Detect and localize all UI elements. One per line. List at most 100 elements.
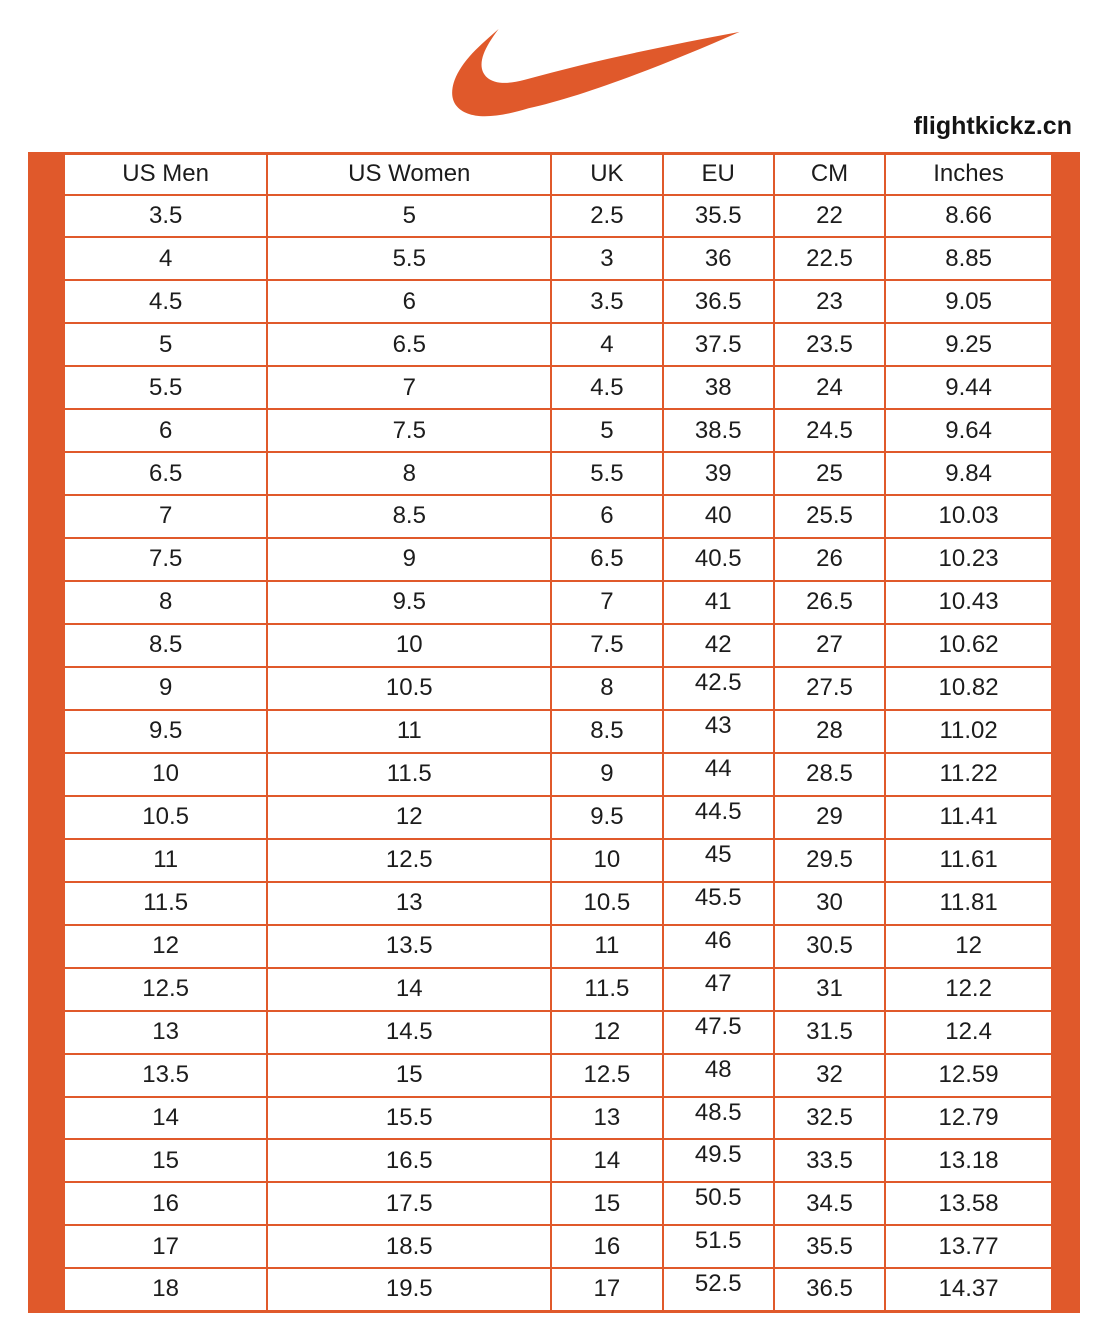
size-cell-us-women: 15.5 bbox=[266, 1095, 553, 1141]
size-cell-inches: 8.66 bbox=[884, 193, 1054, 239]
size-cell-uk: 9.5 bbox=[550, 794, 664, 840]
size-cell-uk: 17 bbox=[550, 1267, 664, 1313]
size-cell-eu: 42.5 bbox=[661, 665, 775, 711]
table-row: 4.5 6 3.5 36.5 23 9.05 bbox=[62, 279, 1054, 325]
size-cell-cm: 26.5 bbox=[772, 580, 887, 626]
size-cell-us-men: 11.5 bbox=[62, 880, 269, 926]
size-cell-cm: 24 bbox=[772, 365, 887, 411]
table-row: 6 7.5 5 38.5 24.5 9.64 bbox=[62, 408, 1054, 454]
size-cell-eu: 44.5 bbox=[661, 794, 775, 840]
size-cell-uk: 6 bbox=[550, 494, 664, 540]
table-row: 7.5 9 6.5 40.5 26 10.23 bbox=[62, 537, 1054, 583]
size-cell-cm: 31.5 bbox=[772, 1009, 887, 1055]
size-cell-eu: 36 bbox=[661, 236, 775, 282]
column-header-eu: EU bbox=[661, 152, 775, 196]
size-cell-cm: 32.5 bbox=[772, 1095, 887, 1141]
table-row: 9.5 11 8.5 43 28 11.02 bbox=[62, 708, 1054, 754]
size-cell-uk: 2.5 bbox=[550, 193, 664, 239]
size-cell-us-men: 13.5 bbox=[62, 1052, 269, 1098]
size-cell-inches: 13.58 bbox=[884, 1181, 1054, 1227]
left-accent-bar bbox=[28, 152, 62, 1313]
size-cell-us-men: 13 bbox=[62, 1009, 269, 1055]
size-cell-us-women: 8 bbox=[266, 451, 553, 497]
size-cell-inches: 9.84 bbox=[884, 451, 1054, 497]
size-cell-inches: 9.25 bbox=[884, 322, 1054, 368]
size-cell-cm: 30 bbox=[772, 880, 887, 926]
size-cell-inches: 9.44 bbox=[884, 365, 1054, 411]
size-cell-uk: 4.5 bbox=[550, 365, 664, 411]
size-cell-eu: 39 bbox=[661, 451, 775, 497]
column-header-uk: UK bbox=[550, 152, 664, 196]
table-row: 7 8.5 6 40 25.5 10.03 bbox=[62, 494, 1054, 540]
table-row: 6.5 8 5.5 39 25 9.84 bbox=[62, 451, 1054, 497]
size-cell-eu: 40.5 bbox=[661, 537, 775, 583]
size-cell-us-men: 6 bbox=[62, 408, 269, 454]
size-cell-us-men: 8.5 bbox=[62, 623, 269, 668]
size-cell-us-women: 16.5 bbox=[266, 1138, 553, 1184]
size-cell-inches: 13.18 bbox=[884, 1138, 1054, 1184]
size-cell-us-men: 7.5 bbox=[62, 537, 269, 583]
size-cell-inches: 11.61 bbox=[884, 837, 1054, 883]
table-row: 18 19.5 17 52.5 36.5 14.37 bbox=[62, 1267, 1054, 1313]
table-row: 10 11.5 9 44 28.5 11.22 bbox=[62, 751, 1054, 797]
size-cell-us-men: 5.5 bbox=[62, 365, 269, 411]
size-cell-eu: 44 bbox=[661, 751, 775, 797]
size-cell-eu: 43 bbox=[661, 708, 775, 754]
size-cell-us-women: 9.5 bbox=[266, 580, 553, 626]
table-row: 10.5 12 9.5 44.5 29 11.41 bbox=[62, 794, 1054, 840]
size-cell-cm: 25 bbox=[772, 451, 887, 497]
size-cell-uk: 14 bbox=[550, 1138, 664, 1184]
size-cell-us-men: 4.5 bbox=[62, 279, 269, 325]
size-cell-inches: 10.62 bbox=[884, 623, 1054, 668]
size-cell-cm: 29.5 bbox=[772, 837, 887, 883]
size-cell-cm: 35.5 bbox=[772, 1224, 887, 1270]
size-cell-us-women: 6.5 bbox=[266, 322, 553, 368]
table-row: 8.5 10 7.5 42 27 10.62 bbox=[62, 623, 1054, 668]
size-cell-inches: 11.41 bbox=[884, 794, 1054, 840]
size-cell-cm: 28.5 bbox=[772, 751, 887, 797]
table-row: 11.5 13 10.5 45.5 30 11.81 bbox=[62, 880, 1054, 926]
size-cell-inches: 9.05 bbox=[884, 279, 1054, 325]
size-cell-inches: 11.81 bbox=[884, 880, 1054, 926]
size-cell-us-women: 7 bbox=[266, 365, 553, 411]
right-accent-bar bbox=[1054, 152, 1080, 1313]
size-cell-inches: 10.82 bbox=[884, 665, 1054, 711]
column-header-cm: CM bbox=[772, 152, 887, 196]
size-cell-inches: 8.85 bbox=[884, 236, 1054, 282]
page-header: flightkickz.cn bbox=[0, 0, 1100, 152]
size-cell-us-women: 11 bbox=[266, 708, 553, 754]
size-cell-uk: 9 bbox=[550, 751, 664, 797]
size-cell-eu: 51.5 bbox=[661, 1224, 775, 1270]
size-cell-cm: 25.5 bbox=[772, 494, 887, 540]
size-cell-uk: 8.5 bbox=[550, 708, 664, 754]
table-row: 5 6.5 4 37.5 23.5 9.25 bbox=[62, 322, 1054, 368]
size-cell-us-men: 6.5 bbox=[62, 451, 269, 497]
size-cell-cm: 23.5 bbox=[772, 322, 887, 368]
size-cell-us-men: 4 bbox=[62, 236, 269, 282]
size-cell-us-women: 10 bbox=[266, 623, 553, 668]
table-row: 4 5.5 3 36 22.5 8.85 bbox=[62, 236, 1054, 282]
table-row: 17 18.5 16 51.5 35.5 13.77 bbox=[62, 1224, 1054, 1270]
table-row: 16 17.5 15 50.5 34.5 13.58 bbox=[62, 1181, 1054, 1227]
table-header-row: US Men US Women UK EU CM Inches bbox=[62, 152, 1054, 196]
column-header-inches: Inches bbox=[884, 152, 1054, 196]
size-cell-inches: 12.2 bbox=[884, 966, 1054, 1012]
size-cell-uk: 13 bbox=[550, 1095, 664, 1141]
size-cell-eu: 49.5 bbox=[661, 1138, 775, 1184]
size-cell-us-men: 9.5 bbox=[62, 708, 269, 754]
size-cell-inches: 10.03 bbox=[884, 494, 1054, 540]
size-cell-uk: 8 bbox=[550, 665, 664, 711]
size-cell-eu: 45.5 bbox=[661, 880, 775, 926]
table-row: 11 12.5 10 45 29.5 11.61 bbox=[62, 837, 1054, 883]
table-row: 12.5 14 11.5 47 31 12.2 bbox=[62, 966, 1054, 1012]
size-cell-inches: 11.22 bbox=[884, 751, 1054, 797]
size-cell-us-men: 17 bbox=[62, 1224, 269, 1270]
size-cell-us-men: 5 bbox=[62, 322, 269, 368]
size-cell-uk: 15 bbox=[550, 1181, 664, 1227]
size-cell-eu: 40 bbox=[661, 494, 775, 540]
size-cell-cm: 32 bbox=[772, 1052, 887, 1098]
size-cell-us-men: 3.5 bbox=[62, 193, 269, 239]
size-cell-inches: 14.37 bbox=[884, 1267, 1054, 1313]
size-cell-eu: 41 bbox=[661, 580, 775, 626]
size-cell-us-women: 14 bbox=[266, 966, 553, 1012]
